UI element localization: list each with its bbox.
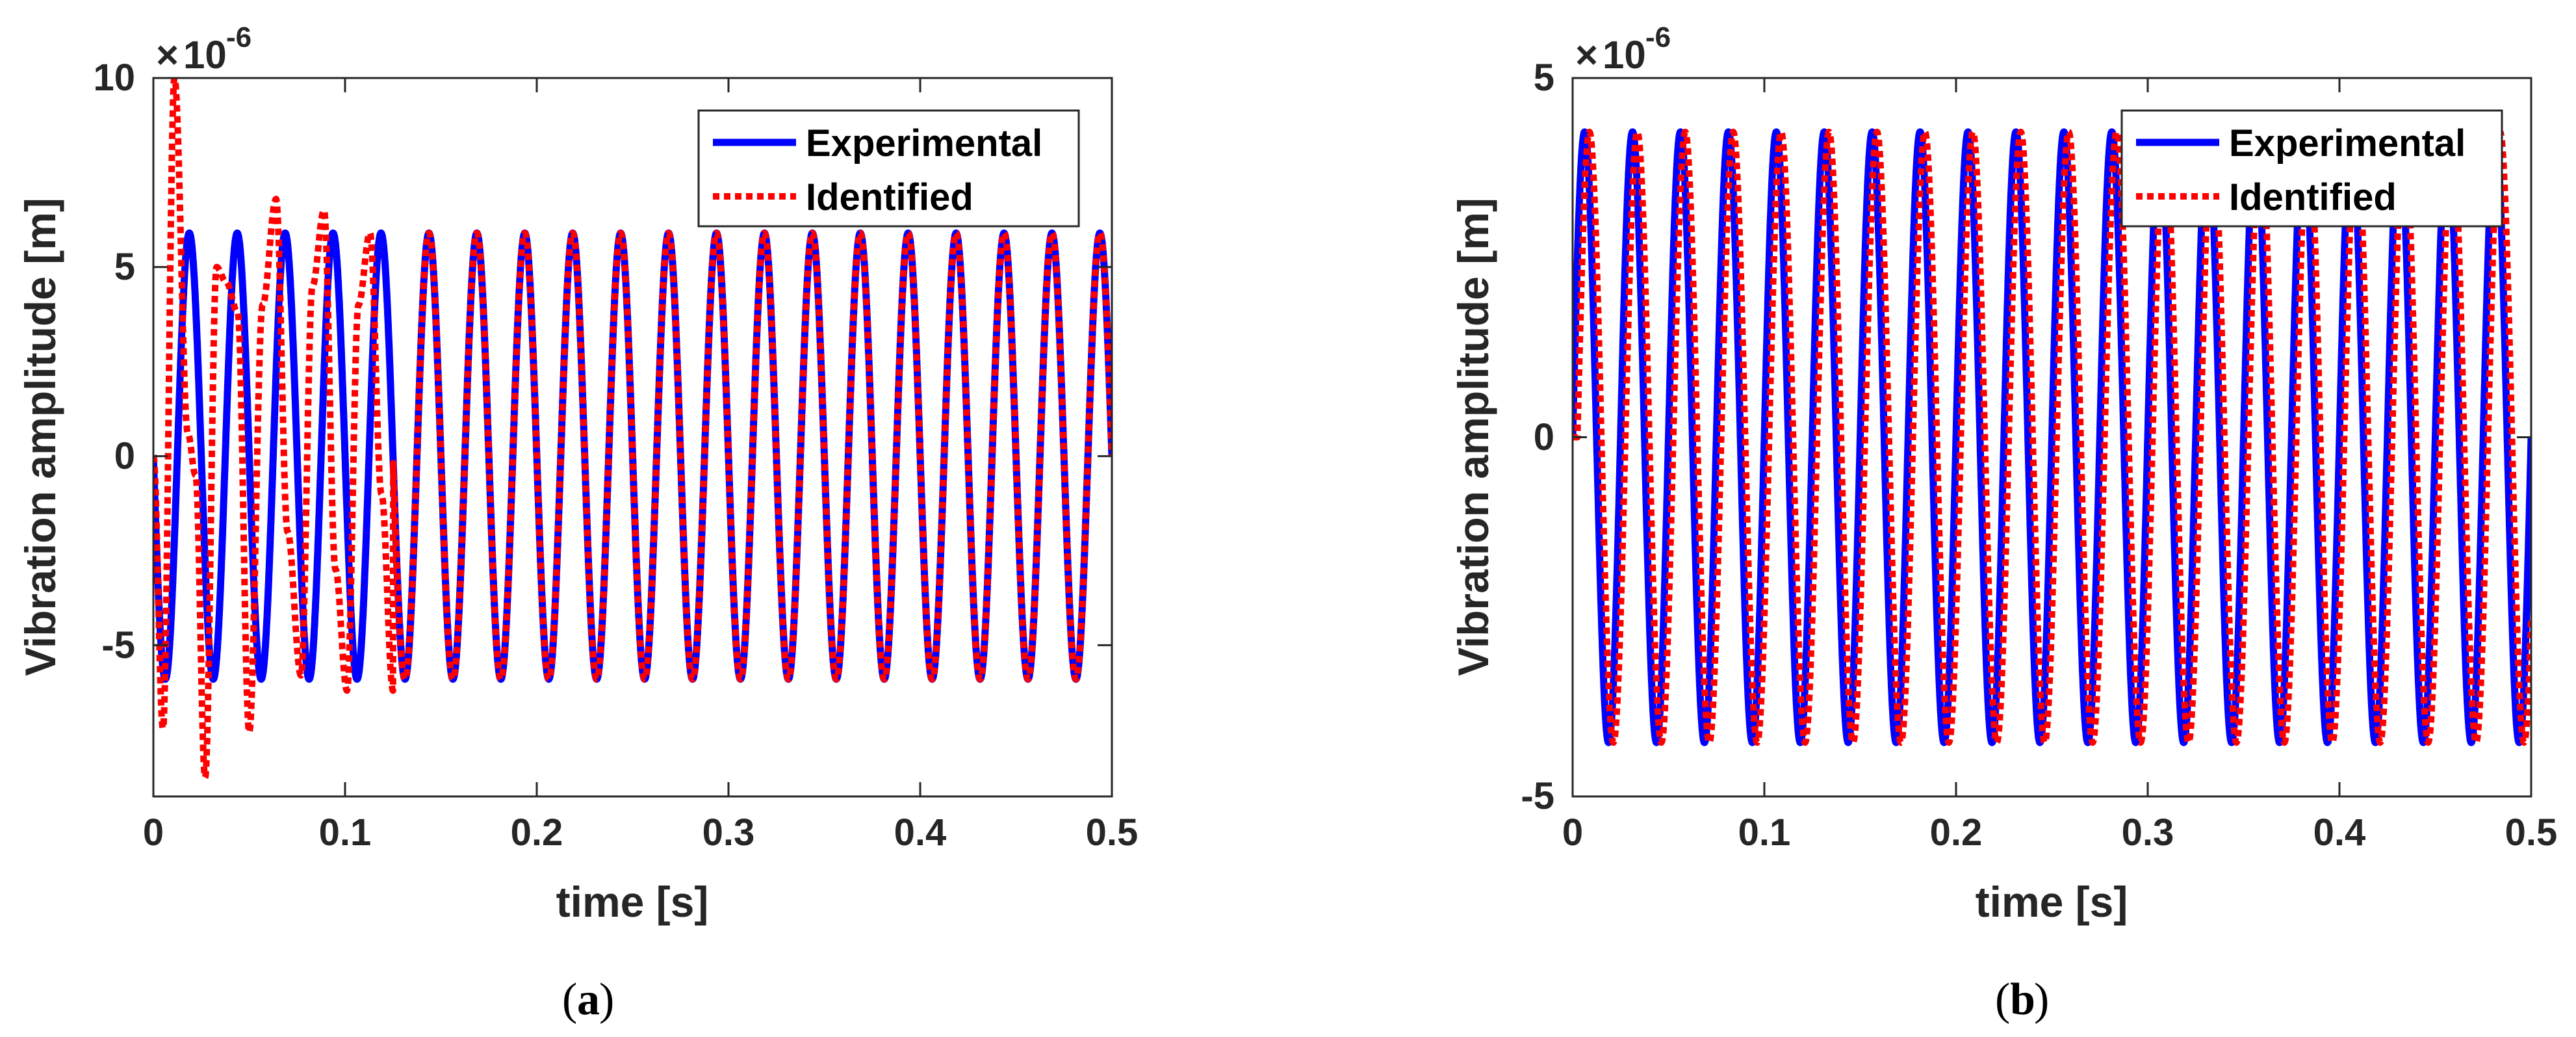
legend-label-identified: Identified: [2229, 176, 2397, 218]
panel-a-x-axis-label: time [s]: [556, 878, 709, 926]
panel-b-x-axis-label: time [s]: [1976, 878, 2128, 926]
panel-a-x-ticks: 0 0.1 0.2 0.3 0.4 0.5: [143, 811, 1138, 854]
legend-label-identified: Identified: [806, 176, 973, 218]
x-tick-label: 0.1: [1738, 811, 1791, 854]
multiplier-exponent: -6: [1645, 21, 1671, 53]
x-tick-label: 0: [1562, 811, 1583, 854]
panel-b-y-ticks: -5 0 5: [1521, 57, 1554, 817]
panel-a: 0 0.1 0.2 0.3 0.4 0.5 -5 0 5 10 × 10 -6: [16, 21, 1138, 1025]
panel-a-y-multiplier: × 10 -6: [156, 21, 251, 77]
panel-a-legend: Experimental Identified: [697, 109, 1080, 228]
y-tick-label: 0: [114, 435, 135, 477]
x-tick-label: 0.4: [894, 811, 947, 854]
caption-open-paren: (: [562, 975, 577, 1025]
x-tick-label: 0.2: [1930, 811, 1983, 854]
multiplier-base: 10: [1603, 33, 1646, 77]
x-tick-label: 0.5: [1086, 811, 1139, 854]
x-tick-label: 0.4: [2313, 811, 2366, 854]
x-tick-label: 0.2: [511, 811, 563, 854]
panel-a-caption: ( a ): [562, 975, 614, 1025]
multiplier-exponent: -6: [226, 21, 251, 53]
panel-a-y-ticks: -5 0 5 10: [93, 57, 135, 666]
x-tick-label: 0.1: [319, 811, 372, 854]
x-tick-label: 0.3: [702, 811, 755, 854]
y-tick-label: -5: [1521, 775, 1554, 817]
panel-b-y-axis-label: Vibration amplitude [m]: [1449, 198, 1497, 676]
caption-close-paren: ): [599, 975, 614, 1025]
multiplier-base: 10: [183, 33, 227, 77]
series-line-identified: [153, 78, 1112, 781]
legend-label-experimental: Experimental: [2229, 122, 2466, 164]
caption-open-paren: (: [1995, 975, 2010, 1025]
y-tick-label: -5: [101, 624, 135, 666]
caption-letter: a: [577, 975, 600, 1025]
legend-box: [697, 109, 1080, 228]
panel-a-tick-marks: [152, 77, 1113, 796]
y-tick-label: 0: [1534, 416, 1554, 458]
multiplier-times: ×: [1575, 33, 1598, 77]
panel-b: 0 0.1 0.2 0.3 0.4 0.5 -5 0 5 × 10 -6 Exp…: [1449, 21, 2557, 1025]
y-tick-label: 5: [1534, 57, 1554, 99]
x-tick-label: 0.5: [2505, 811, 2558, 854]
panel-b-tick-marks: [1571, 77, 2532, 798]
multiplier-times: ×: [156, 33, 179, 77]
panel-a-axes-box: [152, 77, 1113, 798]
panel-a-series: [153, 78, 1112, 781]
x-tick-label: 0: [143, 811, 164, 854]
series-line-identified: [1573, 128, 2531, 746]
panel-b-series: [1573, 128, 2531, 746]
legend-label-experimental: Experimental: [806, 122, 1042, 164]
panel-b-legend: Experimental Identified: [2120, 109, 2503, 228]
panel-b-y-multiplier: × 10 -6: [1575, 21, 1671, 77]
panel-b-x-ticks: 0 0.1 0.2 0.3 0.4 0.5: [1562, 811, 2557, 854]
panel-a-y-axis-label: Vibration amplitude [m]: [16, 198, 64, 676]
y-tick-label: 10: [93, 57, 135, 99]
y-tick-label: 5: [114, 246, 135, 288]
x-tick-label: 0.3: [2122, 811, 2174, 854]
panel-b-caption: ( b ): [1995, 975, 2049, 1025]
legend-box: [2120, 109, 2503, 228]
caption-letter: b: [2010, 975, 2035, 1025]
caption-close-paren: ): [2034, 975, 2049, 1025]
